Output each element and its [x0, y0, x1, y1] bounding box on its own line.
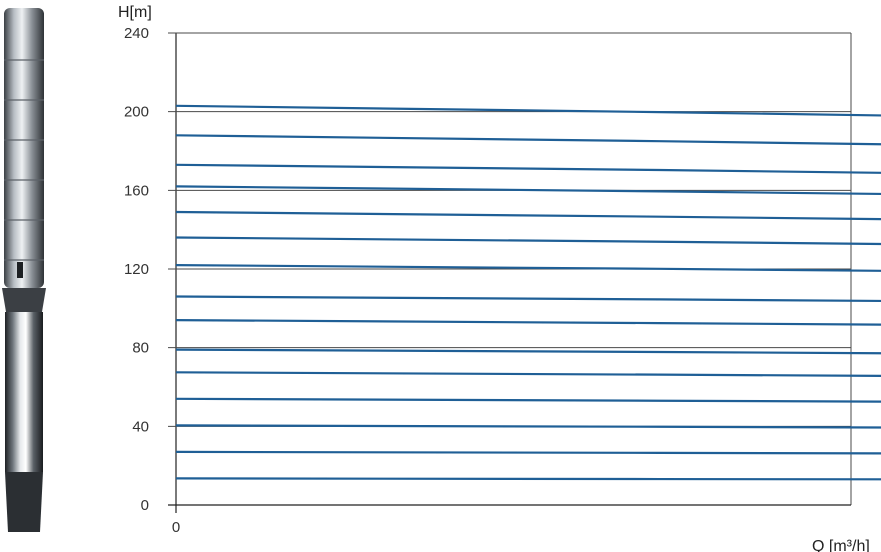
y-tick-label: 120	[124, 261, 149, 278]
curve-150sp60-5	[175, 371, 881, 377]
performance-curves	[175, 104, 881, 481]
y-tick-label: 40	[132, 418, 149, 435]
submersible-pump-image	[2, 8, 46, 532]
curve-150sp60-8	[175, 295, 881, 303]
y-axis-ticks: 0 40 80 120 160 200 240	[124, 25, 149, 514]
x-tick-label: 0	[172, 519, 180, 536]
x-axis-label: Q [m³/h]	[812, 538, 870, 552]
y-axis-label: H[m]	[118, 4, 152, 21]
curve-150sp60-1	[175, 477, 881, 481]
y-tick-label: 0	[141, 497, 149, 514]
curve-150sp60-10	[175, 236, 881, 246]
x-axis-ticks: 01020304050607080	[172, 519, 180, 536]
y-tick-label: 240	[124, 25, 149, 42]
curve-150sp60-4	[175, 397, 881, 403]
curve-150sp60-13	[175, 163, 881, 174]
y-tick-label: 80	[132, 340, 149, 357]
y-tick-label: 200	[124, 104, 149, 121]
chart-grid	[168, 32, 852, 513]
curve-150sp60-2	[175, 450, 881, 455]
y-tick-label: 160	[124, 182, 149, 199]
